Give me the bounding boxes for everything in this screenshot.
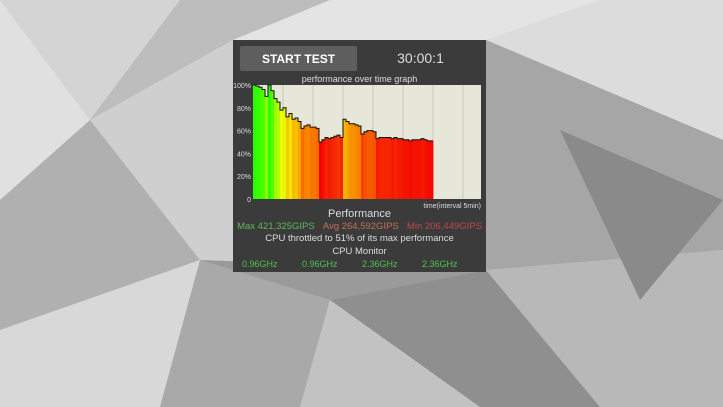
y-tick-label: 100%	[233, 83, 251, 90]
bar	[382, 137, 386, 199]
bar	[427, 140, 431, 199]
bar	[268, 85, 272, 199]
bar	[292, 119, 296, 199]
bar	[301, 128, 305, 199]
bar	[409, 140, 413, 199]
bar	[376, 138, 380, 199]
bar	[280, 110, 284, 199]
bar	[424, 139, 428, 199]
cpu-monitor-title: CPU Monitor	[332, 246, 387, 257]
start-test-button[interactable]: START TEST	[240, 46, 357, 71]
bar	[364, 131, 368, 199]
bar	[349, 123, 353, 199]
bar	[313, 127, 317, 199]
bar	[391, 138, 395, 199]
bar	[358, 126, 362, 199]
cpu-throttling-panel: START TEST 30:00:1 performance over time…	[233, 40, 486, 272]
bar	[373, 131, 377, 199]
performance-title: Performance	[328, 208, 391, 220]
bar	[328, 138, 332, 199]
bar	[307, 124, 311, 199]
bar	[334, 136, 338, 199]
bar	[322, 139, 326, 199]
bar	[253, 85, 257, 199]
bar	[379, 137, 383, 199]
bar	[256, 86, 260, 199]
bar	[412, 139, 416, 199]
timer: 30:00:1	[397, 50, 444, 66]
bar	[316, 128, 320, 199]
bar	[319, 142, 323, 199]
bar	[370, 130, 374, 199]
bar	[325, 137, 329, 199]
bar	[385, 137, 389, 199]
bar	[415, 139, 419, 199]
bar	[418, 139, 422, 199]
graph-title: performance over time graph	[301, 74, 418, 84]
bar	[274, 98, 278, 199]
bar	[331, 137, 335, 199]
x-axis-label: time(interval 5min)	[423, 203, 481, 210]
bar	[298, 121, 302, 199]
bar	[310, 127, 314, 199]
bar	[340, 137, 344, 199]
bar	[262, 89, 266, 199]
bar	[400, 138, 404, 199]
bar	[403, 139, 407, 199]
bar	[271, 90, 275, 199]
y-tick-label: 20%	[237, 174, 251, 181]
min-stat: Min 206,449GIPS	[406, 221, 482, 232]
y-tick-label: 40%	[237, 151, 251, 158]
cpu-freq: 0.96GHz	[302, 259, 338, 269]
bar	[421, 138, 425, 199]
bar	[430, 140, 434, 199]
cpu-freq: 2.36GHz	[422, 259, 458, 269]
bar	[304, 126, 308, 199]
throttle-text: CPU throttled to 51% of its max performa…	[265, 233, 454, 244]
bar	[346, 121, 350, 199]
y-tick-label: 80%	[237, 106, 251, 113]
performance-line	[253, 84, 433, 143]
bar	[283, 107, 287, 199]
bar	[259, 87, 263, 199]
bar	[277, 102, 281, 199]
bar	[355, 124, 359, 199]
bar	[394, 137, 398, 199]
avg-stat: Avg 264,592GIPS	[322, 221, 399, 232]
bar	[352, 123, 356, 199]
bar	[289, 113, 293, 199]
bar	[361, 134, 365, 199]
cpu-freq: 0.96GHz	[242, 259, 278, 269]
y-tick-label: 60%	[237, 129, 251, 136]
bar	[406, 139, 410, 199]
y-tick-label: 0	[247, 197, 251, 204]
bar	[343, 119, 347, 199]
performance-chart: 0 20% 40% 60% 80% 100% time(interval 5min)	[233, 83, 481, 210]
bar	[295, 118, 299, 199]
bar	[337, 135, 341, 199]
bar	[286, 116, 290, 199]
max-stat: Max 421,325GIPS	[237, 221, 315, 232]
bar	[397, 138, 401, 199]
bar	[367, 130, 371, 199]
bar	[265, 96, 269, 199]
cpu-freq: 2.36GHz	[362, 259, 398, 269]
bar	[388, 137, 392, 199]
